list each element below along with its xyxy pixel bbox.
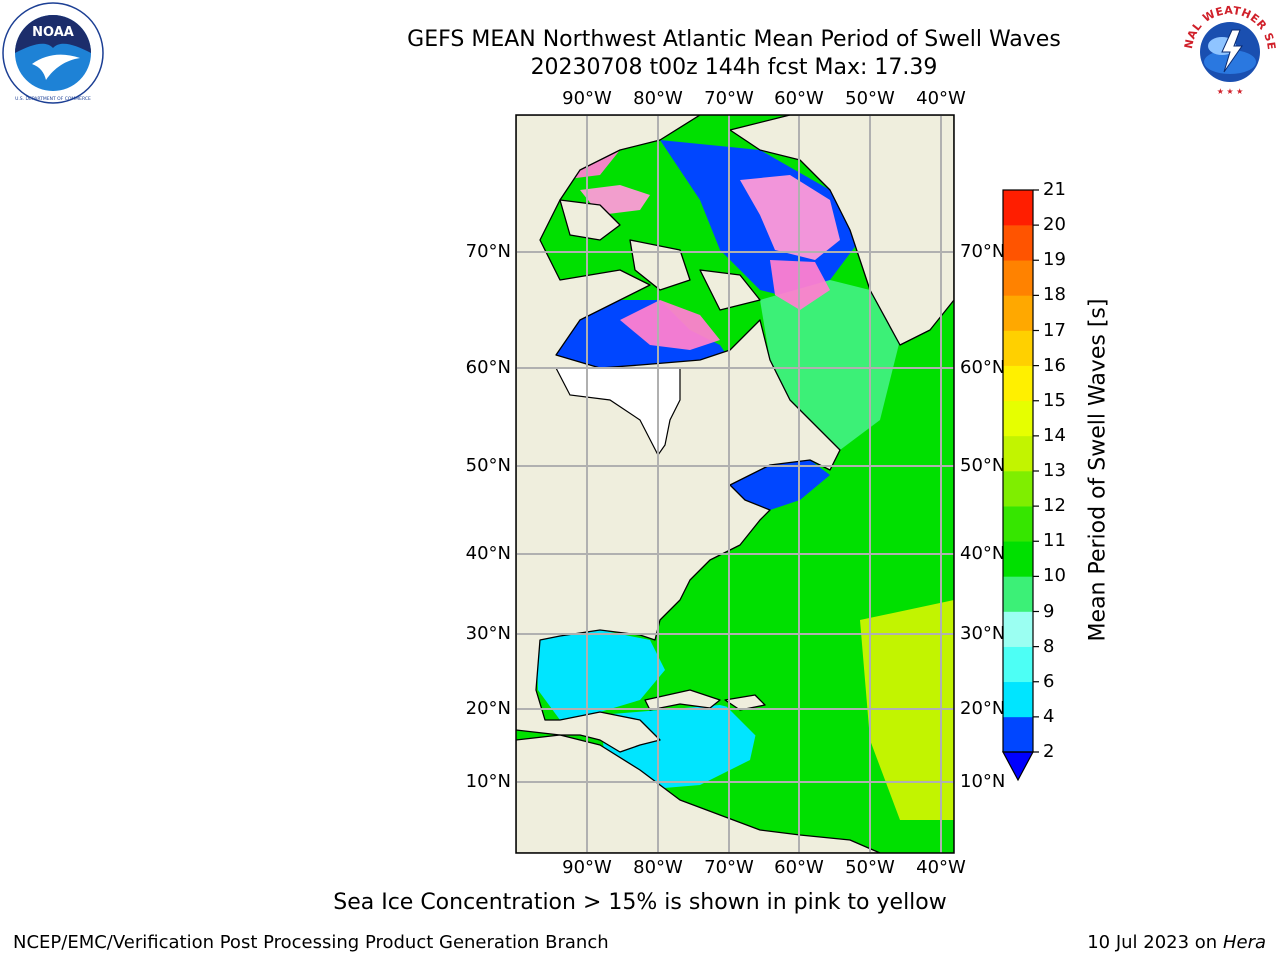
land-mass	[729, 115, 954, 346]
colorbar-segment	[1003, 541, 1033, 577]
ocean-region-labrador-sea	[760, 280, 900, 450]
colorbar-tick-label: 14	[1043, 424, 1066, 446]
lat-label-right: 40°N	[960, 543, 1006, 564]
colorbar-tick-label: 16	[1043, 354, 1066, 376]
lon-label-top: 40°W	[916, 88, 966, 109]
lat-label-left: 60°N	[465, 357, 511, 378]
lon-label-bottom: 70°W	[704, 857, 754, 878]
lon-label-top: 50°W	[845, 88, 895, 109]
lat-label-left: 20°N	[465, 698, 511, 719]
colorbar-segment	[1003, 681, 1033, 718]
lon-label-bottom: 40°W	[916, 857, 966, 878]
colorbar-segment	[1003, 506, 1033, 542]
colorbar-tick-label: 18	[1043, 284, 1066, 306]
map-frame	[515, 114, 955, 854]
footer-date: 10 Jul 2023 on Hera	[1087, 932, 1266, 953]
colorbar-segment	[1003, 435, 1033, 472]
land-mass	[516, 115, 841, 753]
svg-text:★ ★ ★: ★ ★ ★	[1217, 87, 1244, 96]
colorbar-segment	[1003, 471, 1033, 507]
colorbar-tick-label: 21	[1043, 179, 1066, 200]
colorbar-tick-label: 6	[1043, 670, 1055, 692]
colorbar-tick-label: 19	[1043, 249, 1066, 271]
lon-label-bottom: 50°W	[845, 857, 895, 878]
lat-label-right: 50°N	[960, 455, 1006, 476]
footer-credit: NCEP/EMC/Verification Post Processing Pr…	[13, 932, 609, 953]
ocean-region-baffin-bay	[660, 140, 860, 300]
lon-label-bottom: 90°W	[562, 857, 612, 878]
lat-label-left: 50°N	[465, 455, 511, 476]
colorbar-segment	[1003, 190, 1033, 226]
colorbar-segment	[1003, 400, 1033, 437]
lat-label-left: 30°N	[465, 623, 511, 644]
lat-label-right: 60°N	[960, 357, 1006, 378]
svg-text:U.S. DEPARTMENT OF COMMERCE: U.S. DEPARTMENT OF COMMERCE	[15, 96, 91, 102]
lon-label-top: 80°W	[633, 88, 683, 109]
colorbar-segment	[1003, 260, 1033, 296]
noaa-logo-text: NOAA	[32, 25, 74, 40]
land-mass	[516, 734, 881, 853]
lat-label-right: 70°N	[960, 241, 1006, 262]
colorbar-tick-label: 10	[1043, 565, 1066, 587]
land-mass	[559, 199, 621, 241]
colorbar-tick-label: 12	[1043, 495, 1066, 517]
lon-label-bottom: 80°W	[633, 857, 683, 878]
ocean-region-gulf-of-mexico	[536, 630, 665, 720]
lon-label-top: 60°W	[774, 88, 824, 109]
colorbar-extend-arrow	[1001, 751, 1035, 782]
lat-label-left: 10°N	[465, 771, 511, 792]
colorbar-tick-label: 11	[1043, 530, 1066, 552]
colorbar-segment	[1003, 330, 1033, 366]
colorbar-segment	[1003, 365, 1033, 402]
colorbar-tick-label: 15	[1043, 389, 1066, 411]
map-title: GEFS MEAN Northwest Atlantic Mean Period…	[407, 27, 1061, 52]
colorbar-tick-label: 20	[1043, 214, 1066, 236]
lat-label-left: 70°N	[465, 241, 511, 262]
lat-label-right: 10°N	[960, 771, 1006, 792]
land-mass	[724, 694, 766, 711]
sea-ice-patch	[620, 300, 720, 350]
colorbar-tick-label: 9	[1043, 600, 1055, 622]
colorbar-segment	[1003, 576, 1033, 612]
footer-date-text: 10 Jul 2023 on	[1087, 932, 1223, 953]
lon-label-top: 90°W	[562, 88, 612, 109]
colorbar-segment	[1003, 646, 1033, 683]
colorbar-tick-label: 17	[1043, 319, 1066, 341]
map-subtitle: 20230708 t00z 144h fcst Max: 17.39	[530, 55, 938, 80]
lat-label-right: 20°N	[960, 698, 1006, 719]
colorbar-tick-label: 8	[1043, 635, 1055, 657]
nws-logo: NATIONAL WEATHER SERVICE ★ ★ ★	[1178, 0, 1278, 98]
lon-label-top: 70°W	[704, 88, 754, 109]
colorbar-segment	[1003, 225, 1033, 261]
colorbar-tick-label: 2	[1043, 741, 1055, 762]
lon-label-bottom: 60°W	[774, 857, 824, 878]
sea-ice-note: Sea Ice Concentration > 15% is shown in …	[333, 890, 947, 915]
sea-ice-patch	[740, 175, 840, 260]
noaa-logo: NOAA U.S. DEPARTMENT OF COMMERCE	[2, 2, 104, 104]
lat-label-left: 40°N	[465, 543, 511, 564]
colorbar-segment	[1003, 295, 1033, 331]
colorbar-tick-label: 4	[1043, 705, 1055, 727]
colorbar-segment	[1003, 716, 1033, 753]
lat-label-right: 30°N	[960, 623, 1006, 644]
colorbar-segment	[1003, 611, 1033, 647]
footer-machine: Hera	[1222, 932, 1266, 953]
colorbar-tick-label: 13	[1043, 460, 1066, 481]
colorbar-label: Mean Period of Swell Waves [s]	[1085, 298, 1111, 642]
